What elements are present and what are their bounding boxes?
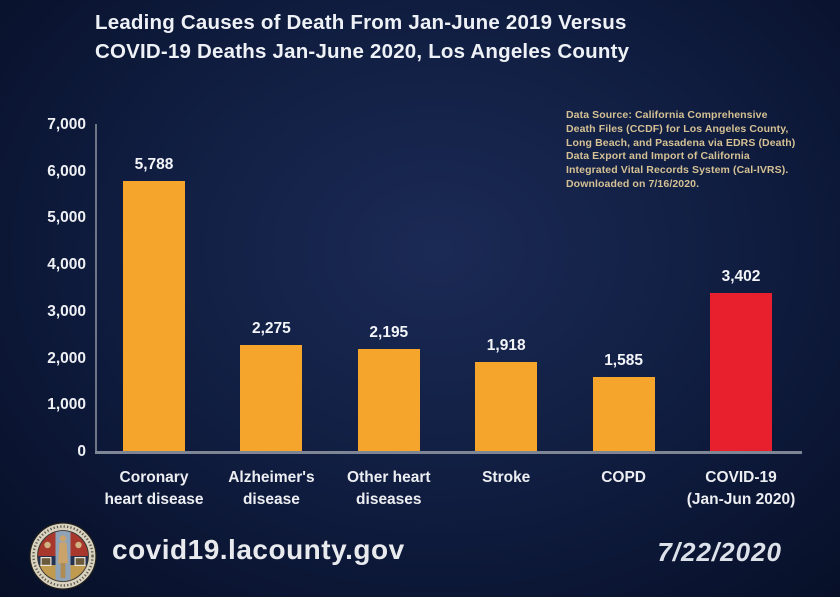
bar-value-label: 3,402: [721, 268, 761, 285]
bar-value-label: 2,275: [251, 320, 291, 337]
bar-6: [710, 293, 772, 451]
x-tick-label-line: Stroke: [482, 469, 531, 486]
bar-value-label: 1,918: [486, 337, 526, 354]
footer-url: covid19.lacounty.gov: [112, 534, 405, 565]
bar-1: [123, 181, 185, 451]
y-tick-label: 7,000: [47, 116, 86, 133]
data-source-note-line: Data Export and Import of California: [566, 150, 750, 163]
x-axis-line: [95, 451, 802, 454]
data-source-note-line: Long Beach, and Pasadena via EDRS (Death…: [566, 136, 796, 149]
x-tick-label: Coronary heart disease: [87, 467, 221, 511]
x-tick-label: Stroke: [439, 467, 573, 489]
x-tick-label-line: COVID-19: [705, 469, 777, 486]
x-tick-label-line: disease: [242, 491, 300, 508]
x-tick-label-line: (Jan-Jun 2020): [686, 491, 796, 508]
data-source-note-line: Data Source: California Comprehensive: [566, 109, 768, 121]
bar-5: [592, 377, 655, 451]
page-title: Leading Causes of Death From Jan-June 20…: [95, 8, 735, 66]
x-tick-label: COVID-19 (Jan-Jun 2020): [674, 467, 808, 511]
footer-date: 7/22/2020: [657, 537, 782, 567]
y-tick-label: 6,000: [47, 162, 86, 180]
x-tick-label-line: COPD: [601, 469, 646, 486]
x-tick-label: Other heart diseases: [322, 467, 456, 511]
data-source-note-line: Downloaded on 7/16/2020.: [566, 177, 700, 190]
los-angeles-county-seal-logo: [29, 522, 97, 590]
bar-value-label: 1,585: [604, 352, 643, 369]
y-tick-label: 0: [77, 443, 86, 460]
x-tick-label: COPD: [557, 467, 691, 489]
data-source-note-line: Integrated Vital Records System (Cal-IVR…: [566, 164, 789, 177]
bar-3: [357, 349, 420, 451]
x-tick-label: Alzheimer's disease: [204, 467, 338, 511]
y-tick-label: 3,000: [47, 302, 86, 320]
y-tick-label: 2,000: [47, 349, 86, 367]
bar-4: [475, 362, 538, 451]
y-tick-label: 4,000: [47, 256, 86, 274]
bar-2: [240, 345, 303, 451]
bar-value-label: 2,195: [369, 324, 409, 341]
x-tick-label-line: Alzheimer's: [228, 469, 315, 486]
x-tick-label-line: heart disease: [104, 491, 204, 508]
data-source-note: Data Source: California Comprehensive Dea…: [566, 109, 816, 192]
y-tick-label: 1,000: [47, 396, 86, 414]
page-title-line1: Leading Causes of Death From Jan-June 20…: [95, 11, 627, 34]
y-tick-label: 5,000: [47, 209, 86, 227]
page-title-line2: COVID-19 Deaths Jan-June 2020, Los Angel…: [95, 40, 630, 63]
x-tick-label-line: Coronary: [119, 469, 189, 486]
x-tick-label-line: Other heart: [347, 469, 431, 486]
bar-value-label: 5,788: [134, 156, 174, 173]
y-axis-line: [95, 124, 97, 454]
x-tick-label-line: diseases: [356, 491, 422, 508]
data-source-note-line: Death Files (CCDF) for Los Angeles Count…: [566, 122, 789, 135]
